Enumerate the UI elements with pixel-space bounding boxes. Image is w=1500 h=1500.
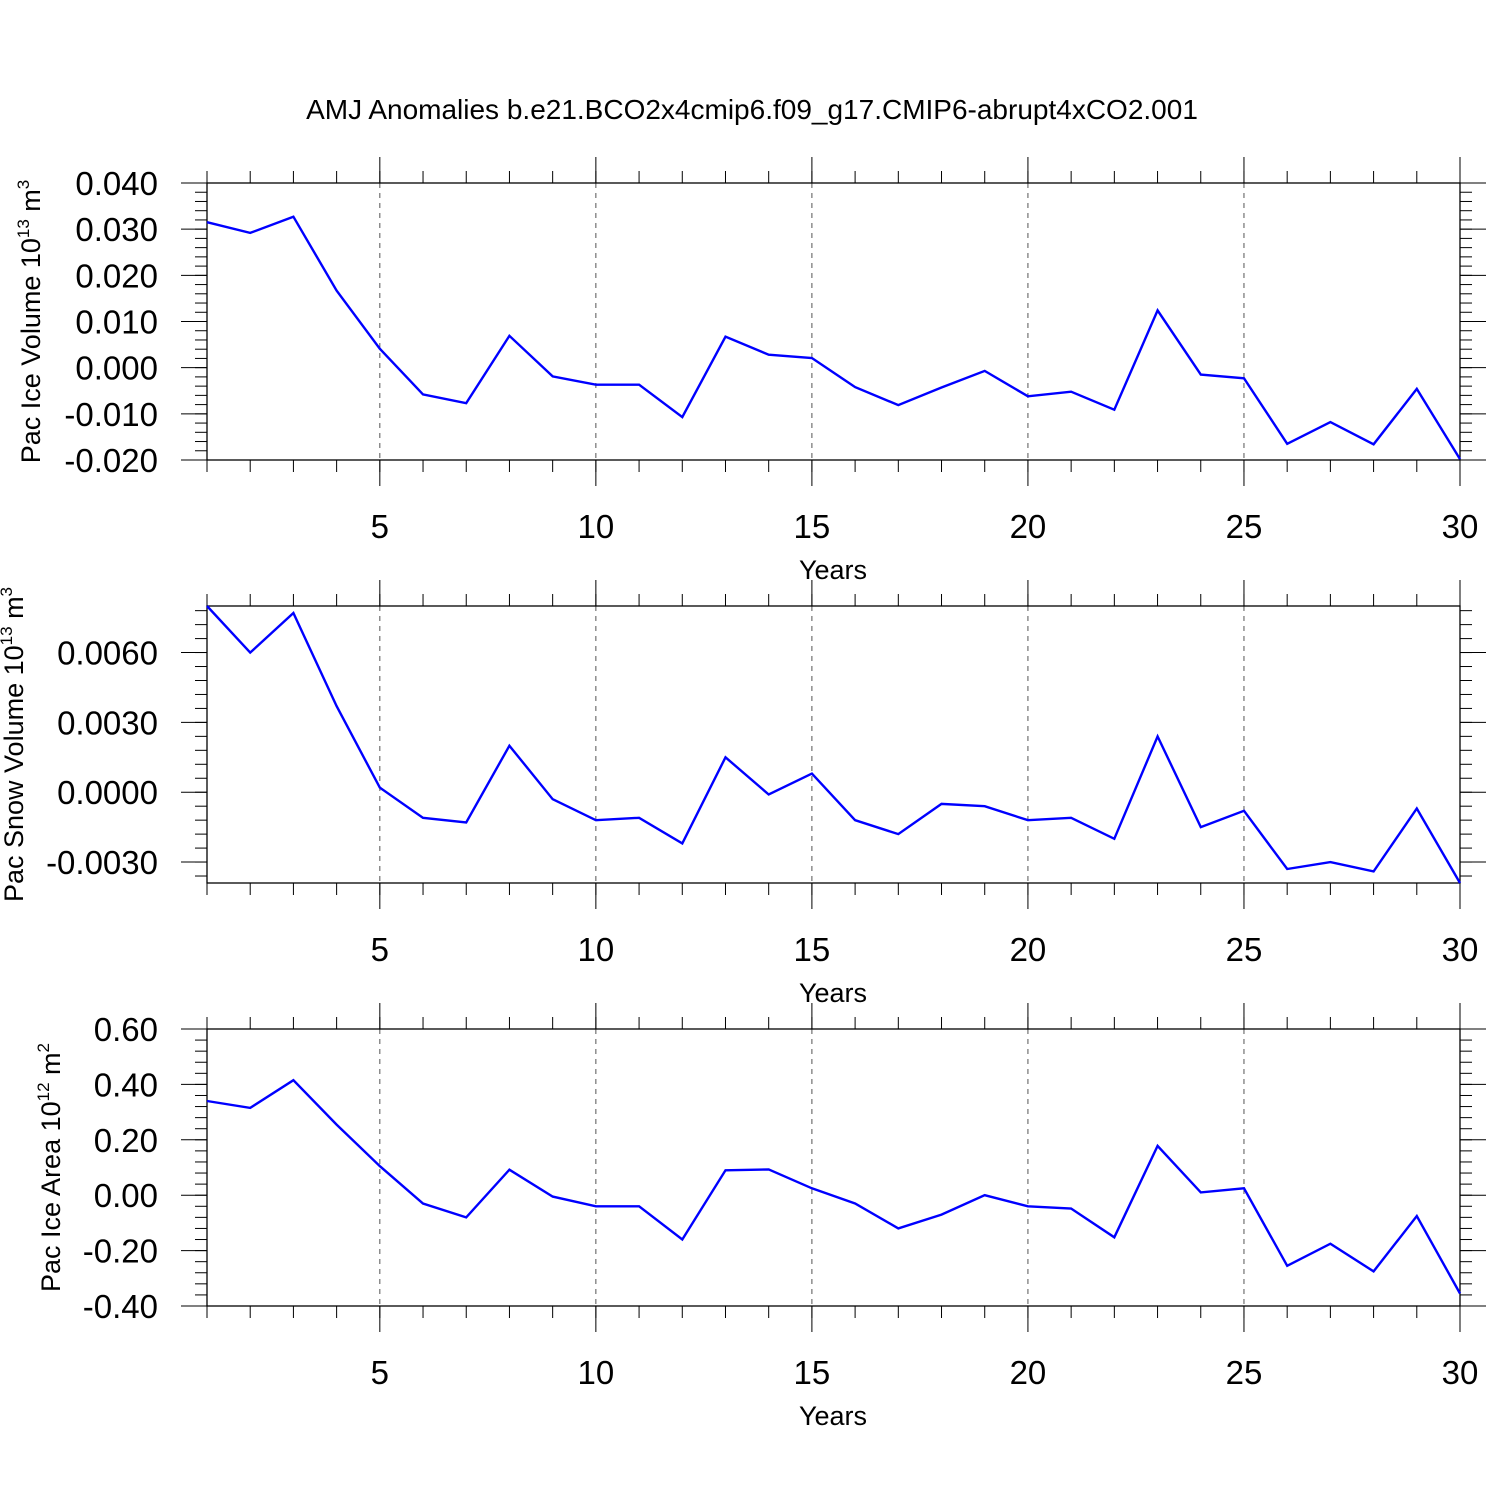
figure-title: AMJ Anomalies b.e21.BCO2x4cmip6.f09_g17.… <box>306 94 1198 125</box>
y-tick-label: -0.020 <box>64 442 158 479</box>
y-tick-label: 0.00 <box>94 1177 158 1214</box>
panel-2: 5 10 15 20 25 30 -0.0030 0.0000 0.0030 0.0060 Year… <box>0 580 1486 1008</box>
y-axis-label: Pac Ice Area 1012 m2 <box>34 1043 66 1292</box>
y-tick-label: 0.010 <box>75 304 158 341</box>
x-tick-label: 5 <box>371 1354 389 1391</box>
y-axis-label-exponent: 12 <box>34 1082 53 1101</box>
y-axis-label: Pac Ice Volume 1013 m3 <box>14 180 46 464</box>
y-axis-label-exponent: 13 <box>0 626 16 645</box>
plot-frame <box>206 605 1461 884</box>
y-axis-label-unit-exponent: 2 <box>34 1043 53 1052</box>
x-tick-label: 30 <box>1442 1354 1479 1391</box>
y-axis-label: Pac Snow Volume 1013 m3 <box>0 587 29 902</box>
x-tick-label: 25 <box>1226 1354 1263 1391</box>
x-tick-label: 15 <box>794 931 831 968</box>
x-axis-label: Years <box>799 978 867 1008</box>
y-tick-label: 0.030 <box>75 211 158 248</box>
x-tick-label: 10 <box>578 508 615 545</box>
y-tick-label: 0.60 <box>94 1011 158 1048</box>
y-tick-label: 0.020 <box>75 257 158 294</box>
series-line <box>206 605 1462 884</box>
y-tick-label: 0.40 <box>94 1066 158 1103</box>
y-tick-label: 0.20 <box>94 1122 158 1159</box>
y-tick-label: 0.0060 <box>57 635 158 672</box>
x-axis-label: Years <box>799 1401 867 1431</box>
y-axis-label-exponent: 13 <box>14 219 33 238</box>
x-tick-label: 25 <box>1226 931 1263 968</box>
x-axis-label: Years <box>799 555 867 585</box>
x-tick-label: 10 <box>578 931 615 968</box>
x-tick-label: 20 <box>1010 508 1047 545</box>
y-tick-label: -0.20 <box>83 1233 158 1270</box>
x-tick-label: 10 <box>578 1354 615 1391</box>
y-axis-label-text: Pac Ice Area 10 <box>36 1101 66 1292</box>
plot-frame <box>206 182 1461 461</box>
y-tick-label: 0.0000 <box>57 774 158 811</box>
panel-3: 5 10 15 20 25 30 -0.40 -0.20 0.00 0.20 0.40 0.60 Yea… <box>34 1003 1486 1431</box>
x-tick-label: 20 <box>1010 1354 1047 1391</box>
series-line <box>206 215 1462 460</box>
panels: 5 10 15 20 25 30-0.020-0.0100.0000.0100.0200.… <box>0 157 1486 1431</box>
y-tick-label: -0.010 <box>64 396 158 433</box>
x-tick-label: 30 <box>1442 508 1479 545</box>
y-axis-label-unit: m <box>0 596 29 626</box>
y-axis-label-text: Pac Snow Volume 10 <box>0 645 29 902</box>
x-tick-label: 15 <box>794 1354 831 1391</box>
x-tick-label: 30 <box>1442 931 1479 968</box>
y-axis-label-unit-exponent: 3 <box>14 180 33 189</box>
y-tick-label: 0.000 <box>75 350 158 387</box>
y-axis-label-unit: m <box>36 1052 66 1082</box>
y-tick-label: 0.0030 <box>57 704 158 741</box>
y-tick-label: -0.40 <box>83 1288 158 1325</box>
x-tick-label: 20 <box>1010 931 1047 968</box>
x-tick-label: 25 <box>1226 508 1263 545</box>
plot-frame <box>206 1028 1461 1307</box>
x-tick-label: 5 <box>371 508 389 545</box>
panel-1: 5 10 15 20 25 30 -0.020 -0.010 0.000 0.010 0.020 0.… <box>14 157 1486 585</box>
y-axis-label-unit-exponent: 3 <box>0 587 16 596</box>
y-tick-label: -0.0030 <box>46 844 158 881</box>
series-line <box>206 1078 1462 1295</box>
y-tick-label: 0.040 <box>75 165 158 202</box>
x-tick-label: 5 <box>371 931 389 968</box>
y-axis-label-text: Pac Ice Volume 10 <box>16 238 46 463</box>
y-axis-label-unit: m <box>16 189 46 219</box>
x-tick-label: 15 <box>794 508 831 545</box>
